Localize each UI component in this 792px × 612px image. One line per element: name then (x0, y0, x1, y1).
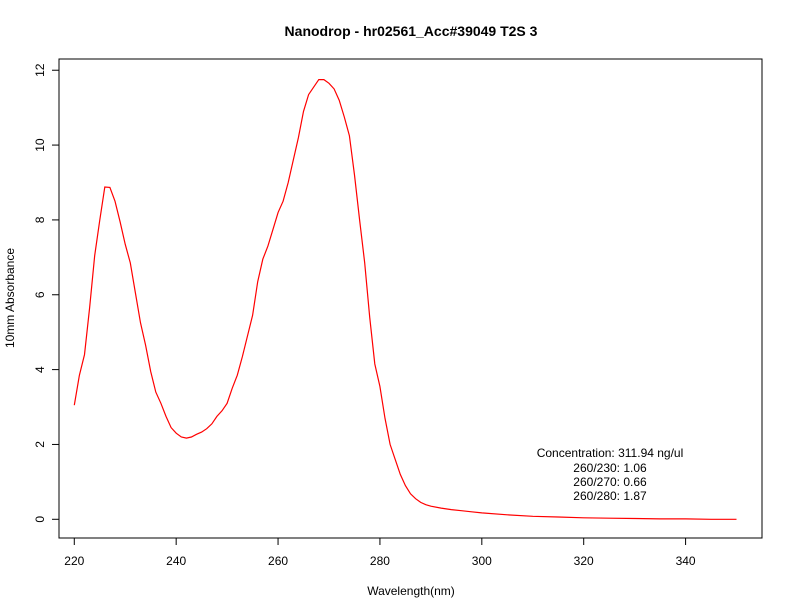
plot-frame (58, 58, 763, 539)
y-axis: 0 2 4 6 8 10 12 (33, 63, 60, 523)
annotation-ratio-260-270: 260/270: 0.66 (573, 475, 647, 489)
x-tick-label: 280 (370, 554, 390, 568)
x-tick-label: 340 (676, 554, 696, 568)
x-tick-label: 320 (574, 554, 594, 568)
annotation-ratio-260-230: 260/230: 1.06 (573, 461, 647, 475)
x-tick-label: 260 (268, 554, 288, 568)
x-tick-label: 240 (166, 554, 186, 568)
y-tick-label: 12 (33, 63, 47, 77)
annotation-concentration: Concentration: 311.94 ng/ul (537, 446, 684, 460)
y-tick-label: 10 (33, 138, 47, 152)
y-tick-label: 0 (33, 516, 47, 523)
y-axis-label: 10mm Absorbance (3, 248, 17, 348)
annotation-ratio-260-280: 260/280: 1.87 (573, 489, 647, 503)
absorbance-line (73, 78, 737, 520)
y-tick-label: 6 (33, 291, 47, 298)
x-tick-label: 220 (64, 554, 84, 568)
y-tick-label: 8 (33, 216, 47, 223)
annotation-block: Concentration: 311.94 ng/ul 260/230: 1.0… (537, 446, 684, 503)
x-tick-label: 300 (472, 554, 492, 568)
series-layer (73, 78, 737, 520)
y-tick-label: 2 (33, 441, 47, 448)
chart-title: Nanodrop - hr02561_Acc#39049 T2S 3 (285, 23, 538, 39)
x-axis: 220 240 260 280 300 320 340 (64, 537, 696, 568)
x-axis-label: Wavelength(nm) (367, 584, 455, 598)
y-tick-label: 4 (33, 366, 47, 373)
